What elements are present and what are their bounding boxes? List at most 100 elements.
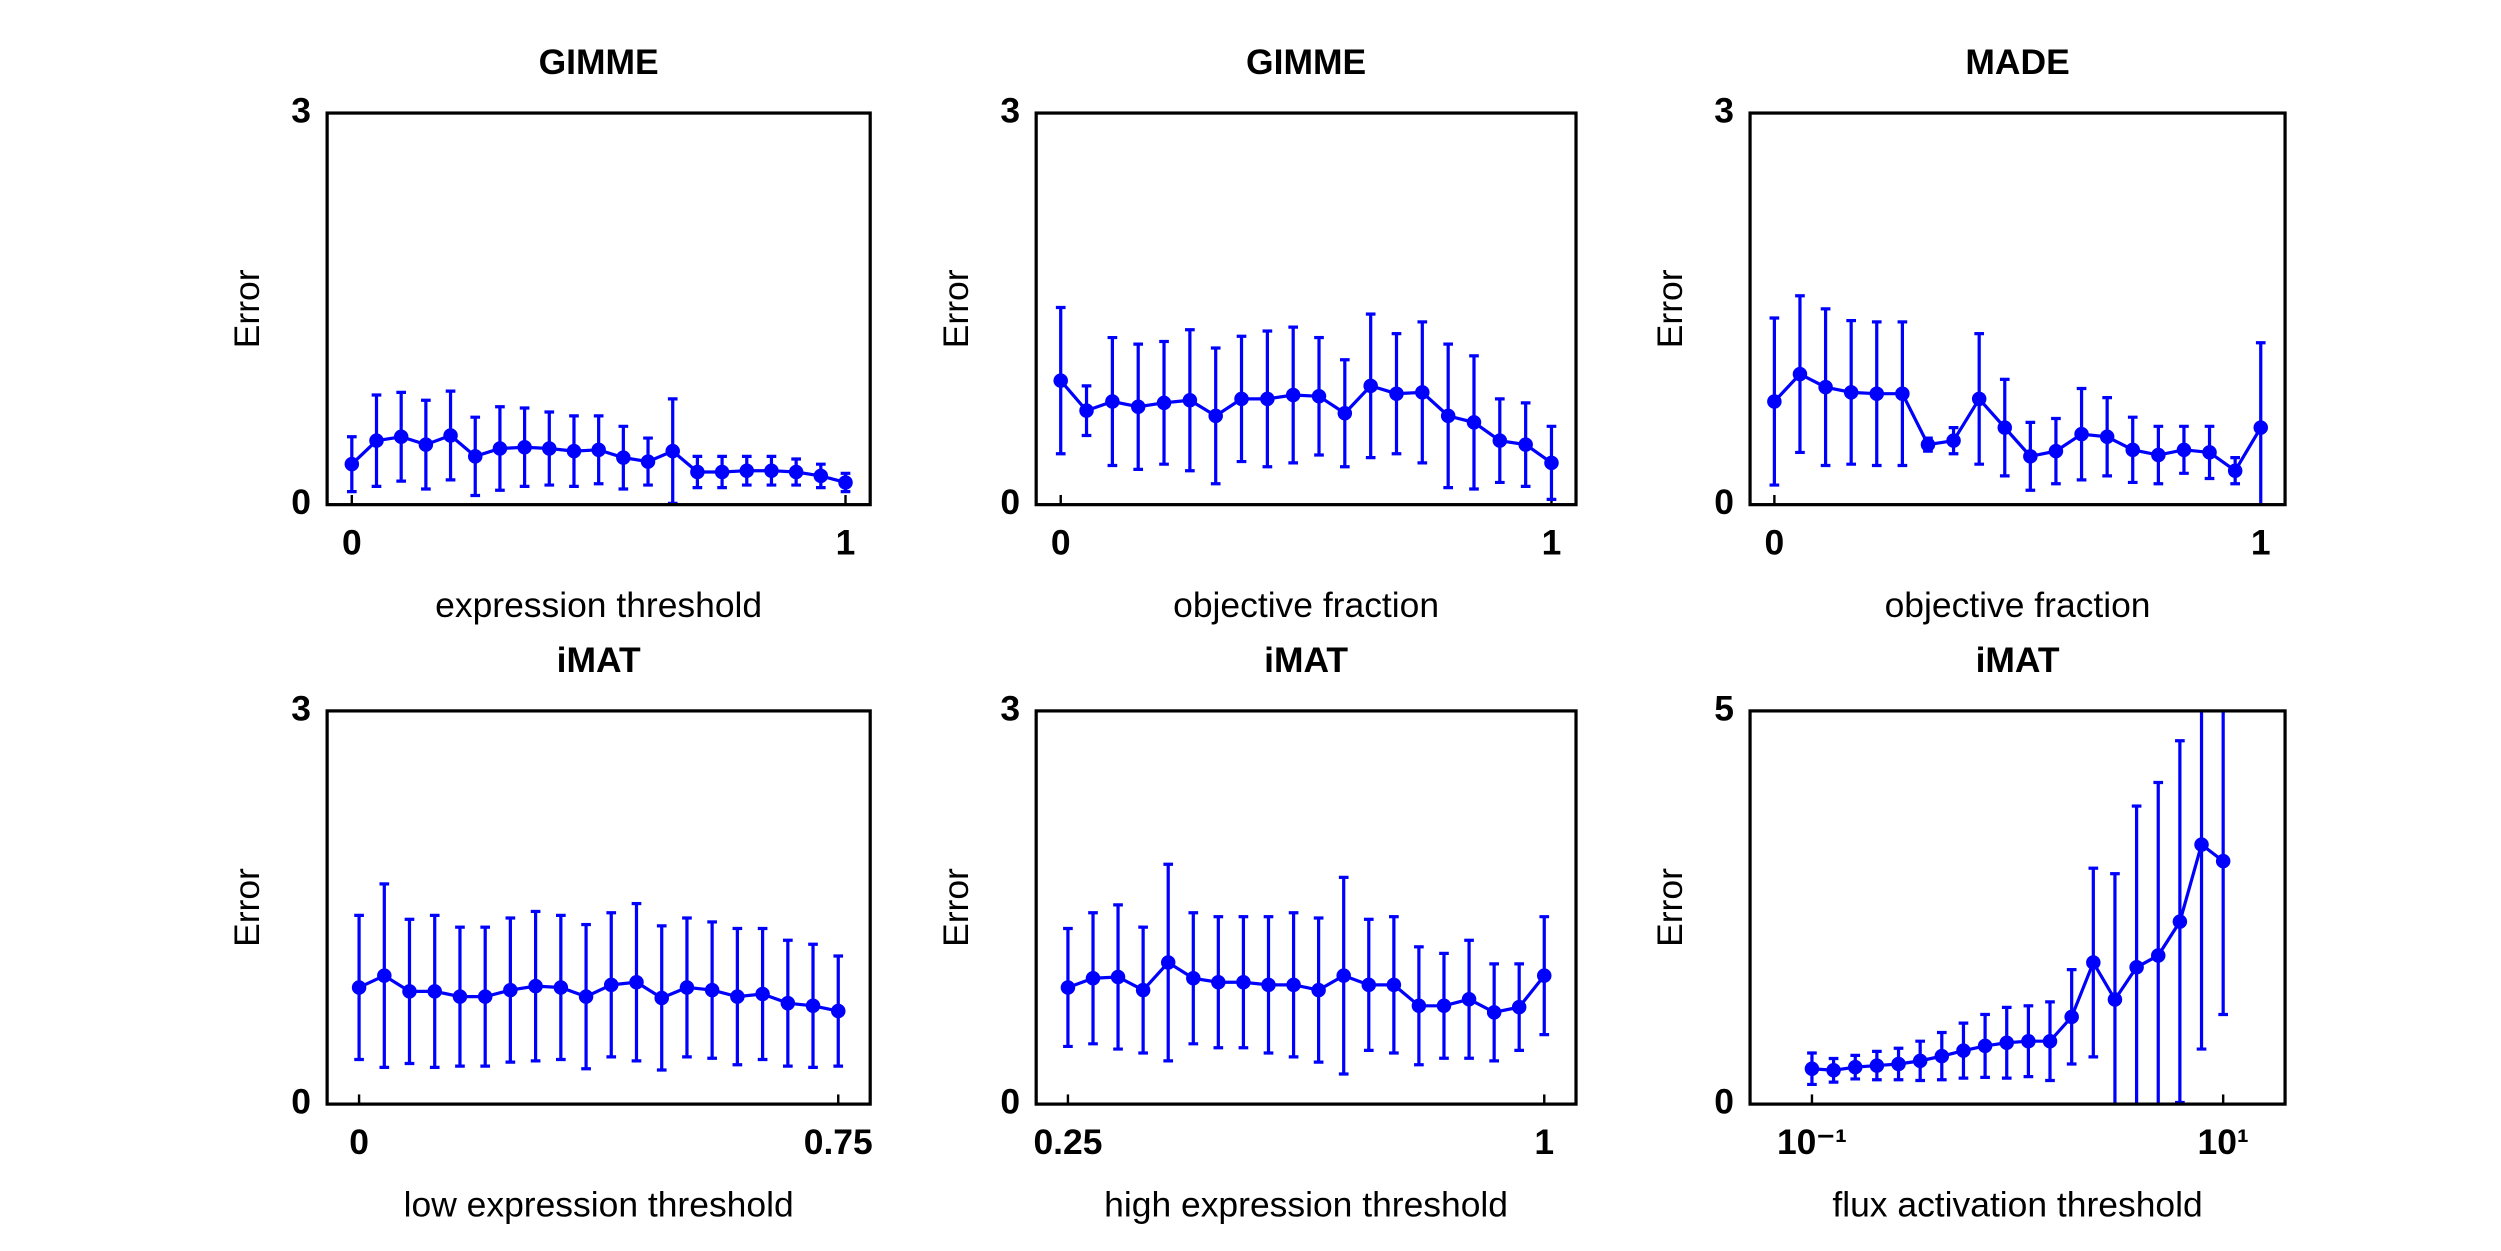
marker: [427, 984, 442, 999]
marker: [1461, 992, 1477, 1007]
marker: [2048, 443, 2064, 459]
axes-box: [1034, 709, 1578, 1106]
marker: [1804, 1061, 1820, 1076]
marker: [1337, 406, 1353, 421]
marker: [351, 980, 367, 995]
marker: [467, 449, 483, 464]
subplot: iMAT high expression threshold Error 0 3 0.25…: [936, 640, 1578, 1225]
marker: [1286, 977, 1301, 993]
plot-area: [344, 389, 853, 505]
marker: [1130, 399, 1146, 414]
x-tick-label: 1: [2251, 522, 2271, 562]
marker: [830, 1003, 846, 1019]
marker: [1999, 1035, 2014, 1051]
marker: [492, 441, 508, 456]
marker: [2150, 948, 2166, 963]
y-tick-label: 5: [1714, 688, 1734, 728]
axes-box: [1748, 111, 2287, 507]
marker: [1234, 391, 1249, 407]
x-tick-label: 0.75: [804, 1122, 873, 1162]
subplot: MADE objective fraction Error 0 3 0 1: [1650, 42, 2287, 625]
marker: [1182, 392, 1198, 408]
marker: [1912, 1053, 1928, 1069]
marker: [730, 989, 745, 1004]
y-tick-label: 0: [291, 482, 311, 522]
subplot-title: iMAT: [1264, 640, 1348, 680]
marker: [1361, 977, 1377, 993]
marker: [452, 989, 468, 1004]
marker: [566, 443, 582, 459]
marker: [1920, 437, 1936, 452]
y-tick-label: 0: [291, 1081, 311, 1121]
marker: [1767, 394, 1782, 409]
x-tick-label: 0: [1051, 522, 1071, 562]
marker: [838, 475, 853, 490]
marker: [369, 433, 384, 448]
x-tick-label: 0: [342, 522, 362, 562]
x-tick-label: 10⁻¹: [1777, 1122, 1847, 1162]
axes-box: [325, 709, 872, 1106]
marker: [1792, 366, 1808, 382]
plot-area: [1060, 862, 1552, 1076]
marker: [1135, 982, 1151, 998]
marker: [1208, 408, 1223, 424]
marker: [1156, 395, 1172, 411]
marker: [1160, 955, 1176, 970]
marker: [788, 464, 804, 480]
marker: [591, 442, 606, 458]
x-tick-label: 1: [1534, 1122, 1554, 1162]
subplot-title: MADE: [1965, 42, 2069, 82]
marker: [2227, 463, 2243, 478]
marker: [2176, 442, 2192, 458]
marker: [393, 429, 409, 445]
x-tick-label: 1: [1542, 522, 1562, 562]
marker: [1415, 385, 1430, 400]
x-axis-label: flux activation threshold: [1832, 1185, 2202, 1225]
x-axis-label: high expression threshold: [1104, 1185, 1508, 1225]
marker: [1818, 379, 1833, 395]
marker: [528, 978, 543, 994]
marker: [1186, 971, 1201, 986]
y-axis-label: Error: [1650, 868, 1690, 947]
marker: [1211, 974, 1226, 990]
marker: [640, 454, 656, 469]
marker: [1053, 373, 1068, 388]
marker: [1389, 386, 1404, 401]
marker: [679, 980, 695, 995]
plot-area: [351, 882, 846, 1072]
marker: [704, 982, 720, 998]
marker: [2074, 426, 2089, 442]
marker: [2021, 1033, 2036, 1049]
x-tick-label: 10¹: [2198, 1122, 2249, 1162]
y-tick-label: 0: [1000, 1081, 1020, 1121]
marker: [1261, 977, 1276, 993]
marker: [1843, 385, 1859, 400]
marker: [1895, 386, 1910, 401]
x-axis-label: low expression threshold: [404, 1185, 794, 1225]
marker: [1440, 408, 1456, 424]
marker: [1386, 977, 1402, 993]
marker: [714, 464, 730, 480]
marker: [739, 463, 755, 478]
marker: [1336, 968, 1351, 983]
x-axis-label: expression threshold: [435, 585, 762, 625]
y-axis-label: Error: [1650, 269, 1690, 348]
marker: [2023, 449, 2038, 464]
marker: [1537, 968, 1552, 983]
marker: [805, 998, 821, 1014]
marker: [1486, 1005, 1502, 1020]
marker: [813, 468, 829, 484]
marker: [1060, 980, 1076, 995]
marker: [603, 977, 619, 993]
marker: [2129, 960, 2144, 975]
marker: [1826, 1063, 1841, 1078]
y-axis-label: Error: [936, 269, 976, 348]
marker: [764, 463, 779, 478]
marker: [344, 456, 360, 472]
subplot-title: iMAT: [557, 640, 641, 680]
marker: [1285, 387, 1301, 403]
marker: [418, 437, 434, 452]
marker: [1492, 433, 1508, 448]
